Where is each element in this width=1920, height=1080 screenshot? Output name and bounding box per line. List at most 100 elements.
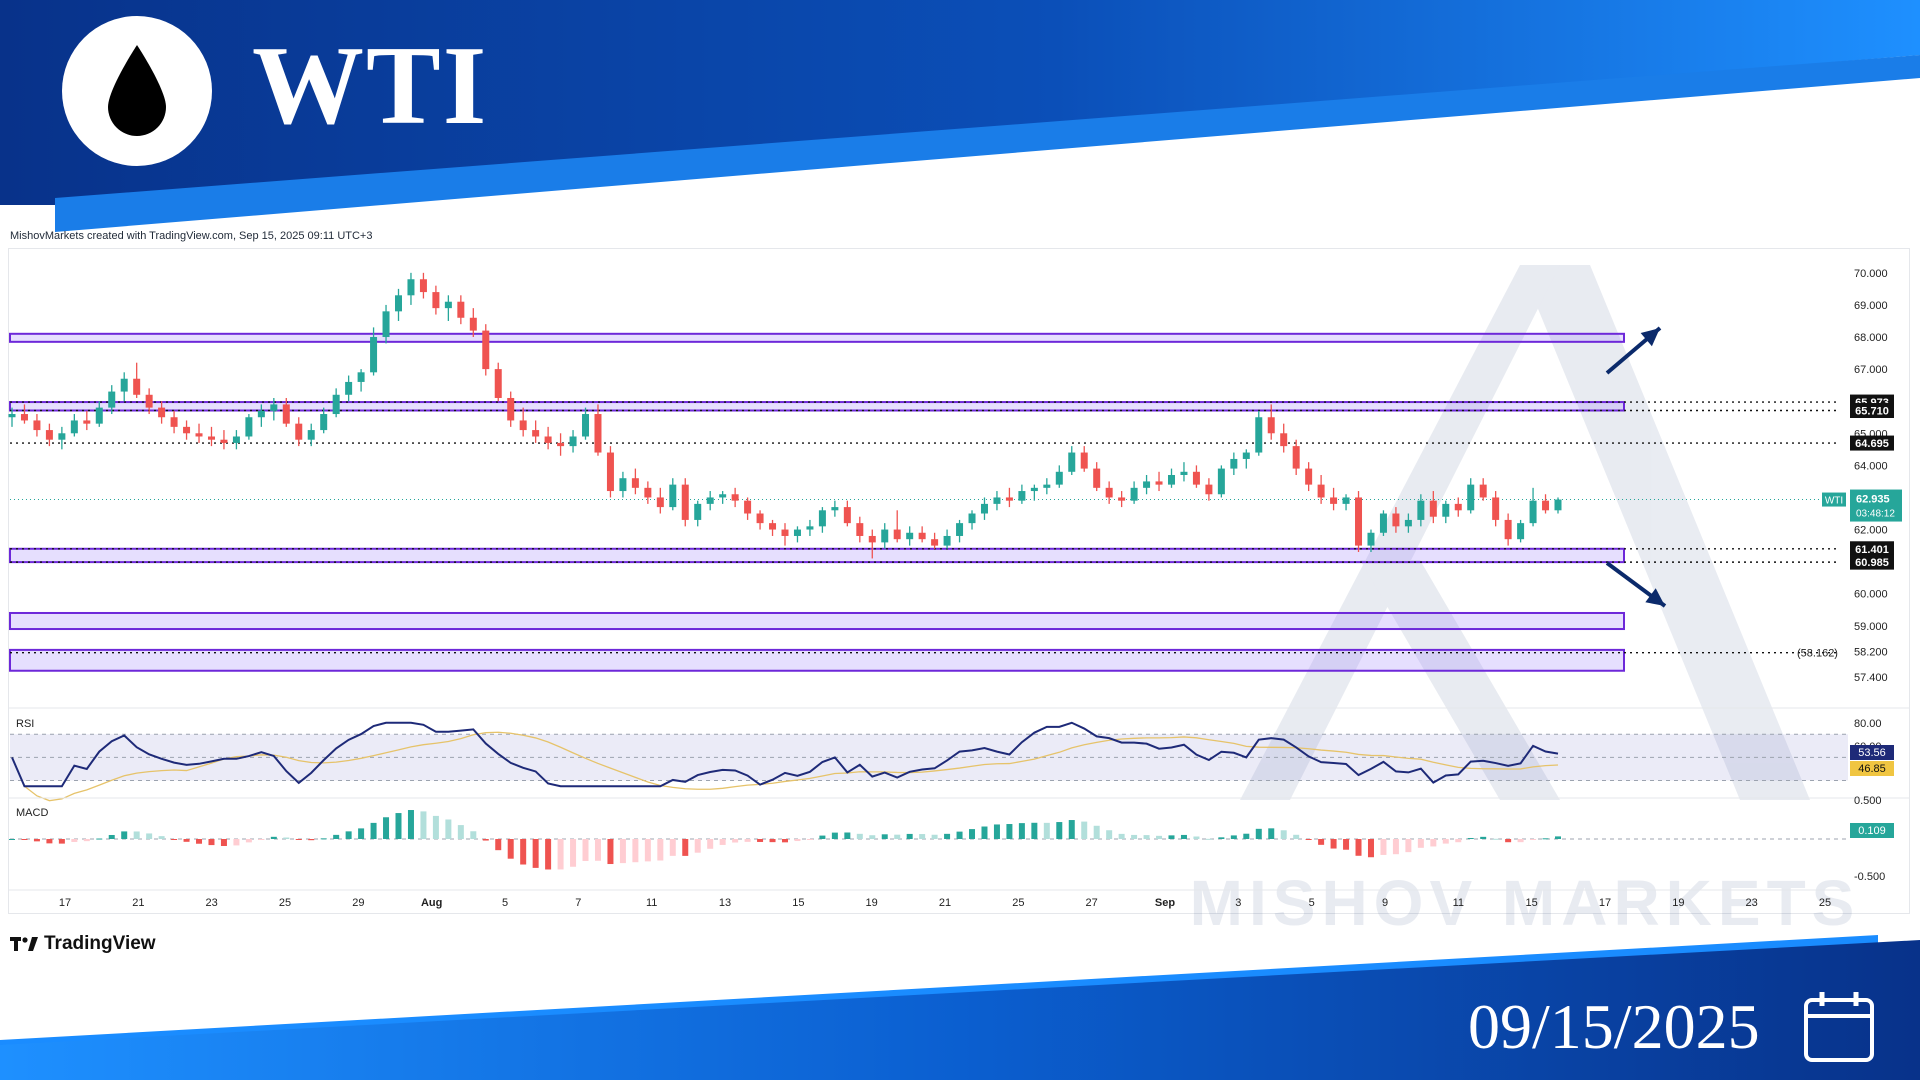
candle — [1255, 417, 1263, 453]
candle — [706, 497, 714, 504]
candle — [58, 433, 66, 440]
candle — [1192, 471, 1200, 485]
footer-banner — [0, 935, 1920, 1080]
macd-bar — [906, 833, 913, 839]
candle — [108, 391, 116, 408]
candle — [320, 414, 328, 431]
macd-bar — [245, 839, 252, 843]
macd-bar — [1330, 839, 1337, 849]
x-tick-label: 19 — [1672, 897, 1684, 909]
macd-bar — [1230, 835, 1237, 839]
arrow-down-head — [1645, 588, 1665, 606]
macd-value-box — [1850, 823, 1894, 838]
macd-bar — [1043, 822, 1050, 839]
macd-bar — [1180, 834, 1187, 839]
watermark-text: MISHOV MARKETS — [1190, 867, 1861, 939]
macd-bar — [482, 839, 489, 841]
candle — [1005, 497, 1013, 501]
candle — [1093, 468, 1101, 488]
candle — [1479, 484, 1487, 498]
x-axis: 17 21 23 25 29 Aug 5 7 11 13 15 19 21 25 27 Sep 3 5 9 11 15 1… — [8, 889, 1848, 909]
macd-bar — [33, 839, 40, 842]
macd-bar — [931, 834, 938, 839]
macd-bar — [694, 839, 701, 853]
candle — [818, 510, 826, 527]
sr-zone — [9, 648, 1625, 672]
zones-layer — [9, 332, 1625, 672]
candle — [644, 487, 652, 498]
macd-bar — [308, 839, 315, 841]
macd-bar — [1056, 822, 1063, 839]
macd-bar — [719, 839, 726, 845]
last-price-box — [1850, 489, 1902, 522]
candle — [631, 478, 639, 488]
level-label-box — [1850, 435, 1894, 451]
macd-bar — [358, 828, 365, 839]
sr-zone — [9, 401, 1625, 412]
macd-bar — [894, 834, 901, 839]
x-tick-label: 25 — [279, 897, 291, 909]
macd-bar — [1268, 828, 1275, 839]
macd-bar — [744, 839, 751, 842]
macd-bar — [457, 825, 464, 839]
x-tick-label: 21 — [132, 897, 144, 909]
macd-bar — [993, 824, 1000, 839]
candle — [943, 535, 951, 546]
candle — [444, 301, 452, 309]
macd-bar — [171, 839, 178, 840]
sr-zone — [9, 611, 1625, 631]
candle — [1143, 481, 1151, 488]
macd-bar — [1555, 836, 1561, 839]
tradingview-logo[interactable]: TradingView — [10, 933, 156, 955]
macd-bar — [146, 833, 153, 839]
price-tick-label: 68.000 — [1854, 332, 1888, 344]
candle — [1429, 500, 1437, 517]
macd-pane: MACD 0.500 -0.500 0.109 — [8, 795, 1910, 883]
macd-bar — [1355, 839, 1362, 856]
x-tick-label: 3 — [1235, 897, 1241, 909]
macd-bar — [333, 834, 340, 839]
x-tick-label: 25 — [1012, 897, 1024, 909]
macd-bar — [1068, 820, 1075, 839]
price-tick-label: 57.400 — [1854, 672, 1888, 684]
x-tick-label: 29 — [352, 897, 364, 909]
candle — [270, 404, 278, 411]
macd-bar — [71, 839, 78, 842]
macd-bar — [632, 839, 639, 863]
candle — [1317, 484, 1325, 498]
candle — [419, 279, 427, 293]
candle — [8, 414, 16, 418]
candle — [158, 407, 166, 418]
macd-bar — [782, 839, 788, 843]
macd-bar — [1218, 837, 1225, 839]
macd-bar — [1405, 839, 1412, 853]
candle — [931, 539, 939, 546]
candle — [1392, 513, 1400, 527]
candle — [1055, 471, 1063, 485]
macd-bar — [956, 831, 963, 839]
candle — [918, 532, 926, 540]
candle — [956, 523, 964, 536]
candle — [95, 407, 103, 424]
candle — [831, 507, 839, 511]
oil-drop-icon — [108, 45, 166, 136]
candle — [257, 410, 265, 418]
candle — [1205, 484, 1213, 495]
macd-bar — [196, 839, 203, 844]
tradingview-icon — [10, 937, 38, 951]
candle — [669, 484, 677, 508]
candle — [1492, 497, 1500, 520]
chart-credit: MishovMarkets created with TradingView.c… — [10, 230, 373, 242]
macd-bar — [557, 839, 564, 870]
price-tick-label: 64.000 — [1854, 460, 1888, 472]
candle — [1217, 468, 1225, 495]
candle — [494, 369, 502, 398]
macd-bar — [1081, 821, 1088, 839]
macd-bar — [1293, 834, 1300, 839]
candle — [594, 414, 602, 453]
price-tick-label: 59.000 — [1854, 621, 1888, 633]
candle — [1367, 532, 1375, 546]
candle — [1130, 487, 1138, 501]
macd-bar — [320, 838, 327, 840]
